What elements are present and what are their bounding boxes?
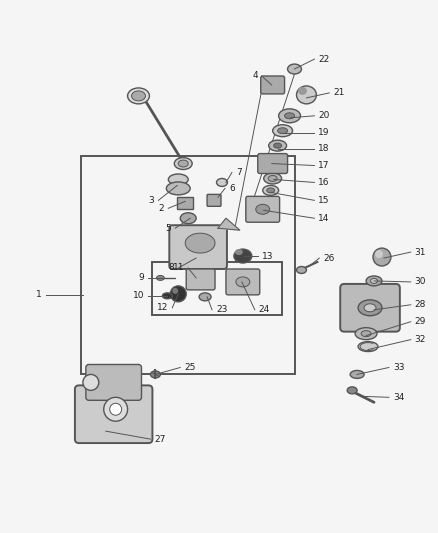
- Text: 24: 24: [259, 305, 270, 314]
- Ellipse shape: [150, 371, 160, 378]
- Ellipse shape: [180, 213, 196, 224]
- Ellipse shape: [273, 125, 293, 136]
- Text: 1: 1: [36, 290, 42, 300]
- Ellipse shape: [361, 330, 371, 337]
- Ellipse shape: [162, 293, 172, 299]
- Ellipse shape: [256, 204, 270, 214]
- Ellipse shape: [234, 249, 252, 263]
- Text: 17: 17: [318, 161, 330, 170]
- Text: 5: 5: [166, 224, 171, 233]
- Text: 23: 23: [216, 305, 227, 314]
- FancyBboxPatch shape: [207, 195, 221, 206]
- Ellipse shape: [358, 342, 378, 352]
- Ellipse shape: [274, 143, 282, 148]
- Ellipse shape: [131, 91, 145, 101]
- Ellipse shape: [371, 278, 378, 284]
- FancyBboxPatch shape: [177, 197, 193, 209]
- Ellipse shape: [358, 300, 382, 316]
- FancyBboxPatch shape: [186, 269, 215, 290]
- Text: 19: 19: [318, 128, 330, 137]
- Ellipse shape: [178, 160, 188, 167]
- Text: 9: 9: [139, 273, 145, 282]
- Text: 34: 34: [393, 393, 404, 402]
- Bar: [81, 156, 294, 375]
- Ellipse shape: [263, 185, 279, 196]
- Ellipse shape: [156, 276, 164, 280]
- Ellipse shape: [168, 174, 188, 185]
- Text: 28: 28: [415, 300, 426, 309]
- Ellipse shape: [267, 188, 275, 193]
- Ellipse shape: [268, 140, 286, 151]
- Text: 7: 7: [236, 168, 242, 177]
- Ellipse shape: [236, 277, 250, 287]
- Ellipse shape: [268, 175, 277, 181]
- Ellipse shape: [264, 173, 282, 184]
- Ellipse shape: [235, 249, 243, 255]
- FancyBboxPatch shape: [246, 196, 279, 222]
- Ellipse shape: [199, 293, 211, 301]
- Text: 18: 18: [318, 144, 330, 153]
- Ellipse shape: [364, 304, 376, 312]
- FancyBboxPatch shape: [340, 284, 400, 332]
- Text: 14: 14: [318, 214, 330, 223]
- Text: 12: 12: [157, 303, 168, 312]
- Ellipse shape: [174, 158, 192, 169]
- Text: 4: 4: [252, 71, 258, 80]
- Ellipse shape: [347, 387, 357, 394]
- Text: 3: 3: [148, 196, 155, 205]
- Text: 30: 30: [415, 277, 426, 286]
- Text: 20: 20: [318, 111, 330, 120]
- Polygon shape: [218, 218, 240, 230]
- Text: 21: 21: [333, 88, 345, 98]
- Bar: [152, 262, 282, 315]
- Circle shape: [373, 248, 391, 266]
- Text: 25: 25: [184, 363, 196, 372]
- Ellipse shape: [285, 113, 294, 119]
- FancyBboxPatch shape: [226, 269, 260, 295]
- Ellipse shape: [298, 87, 307, 95]
- Ellipse shape: [216, 179, 227, 187]
- Text: 29: 29: [415, 317, 426, 326]
- FancyBboxPatch shape: [261, 76, 285, 94]
- Text: 15: 15: [318, 196, 330, 205]
- Ellipse shape: [350, 370, 364, 378]
- Ellipse shape: [127, 88, 149, 104]
- Ellipse shape: [355, 328, 377, 340]
- Text: 31: 31: [415, 247, 426, 256]
- Text: 27: 27: [155, 434, 166, 443]
- Ellipse shape: [279, 109, 300, 123]
- Circle shape: [83, 375, 99, 390]
- Text: 32: 32: [415, 335, 426, 344]
- FancyBboxPatch shape: [75, 385, 152, 443]
- Circle shape: [104, 397, 127, 421]
- Circle shape: [170, 286, 186, 302]
- Ellipse shape: [366, 276, 382, 286]
- Text: 8: 8: [169, 263, 174, 272]
- Text: 11: 11: [173, 263, 184, 272]
- Circle shape: [375, 250, 383, 258]
- Text: 26: 26: [323, 254, 335, 263]
- Text: 6: 6: [229, 184, 235, 193]
- FancyBboxPatch shape: [86, 365, 141, 400]
- Ellipse shape: [297, 86, 316, 104]
- Ellipse shape: [288, 64, 301, 74]
- Text: 2: 2: [159, 204, 164, 213]
- FancyBboxPatch shape: [258, 154, 288, 173]
- Circle shape: [172, 288, 178, 294]
- FancyBboxPatch shape: [170, 225, 227, 269]
- Ellipse shape: [278, 128, 288, 134]
- Circle shape: [110, 403, 122, 415]
- Text: 10: 10: [133, 292, 145, 301]
- Ellipse shape: [297, 266, 307, 273]
- Ellipse shape: [185, 233, 215, 253]
- Text: 13: 13: [262, 252, 273, 261]
- Text: 22: 22: [318, 54, 330, 63]
- Ellipse shape: [166, 182, 190, 195]
- Text: 33: 33: [393, 363, 404, 372]
- Text: 16: 16: [318, 178, 330, 187]
